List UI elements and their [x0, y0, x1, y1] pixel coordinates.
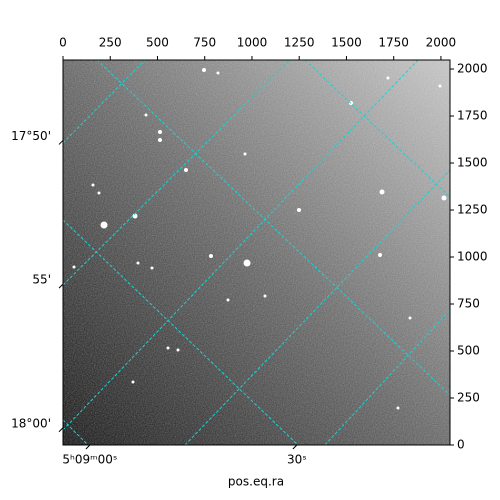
- x-tick-label: 1250: [284, 36, 315, 50]
- x-axis-label: pos.eq.ra: [228, 475, 284, 489]
- x-tick-label: 0: [59, 36, 67, 50]
- x-tick-label: 500: [146, 36, 169, 50]
- dec-tick: [58, 427, 64, 433]
- dec-tick-label: 18°00': [11, 416, 51, 430]
- y-tick-label: 1500: [457, 156, 488, 170]
- frame: [62, 59, 451, 446]
- y-tick-label: 1750: [457, 109, 488, 123]
- dec-tick: [58, 283, 64, 289]
- y-tick-label: 2000: [457, 62, 488, 76]
- stars: [72, 68, 447, 410]
- dec-tick: [58, 140, 64, 145]
- x-tick-label: 750: [193, 36, 216, 50]
- x-tick-label: 1500: [331, 36, 362, 50]
- coordinate-grid: [63, 60, 450, 445]
- y-tick-label: 250: [457, 391, 480, 405]
- ra-tick: [292, 444, 298, 450]
- y-tick-label: 500: [457, 344, 480, 358]
- x-tick-label: 250: [99, 36, 122, 50]
- x-tick-label: 1750: [378, 36, 409, 50]
- image: [63, 60, 450, 445]
- dec-tick-label: 55': [32, 273, 51, 287]
- y-tick-label: 750: [457, 297, 480, 311]
- ra-tick-label: 30ˢ: [287, 453, 307, 467]
- y-tick-label: 1250: [457, 203, 488, 217]
- y-tick-label: 1000: [457, 250, 488, 264]
- x-tick-label: 2000: [426, 36, 457, 50]
- dec-tick-label: 17°50': [11, 129, 51, 143]
- x-tick-label: 1000: [237, 36, 268, 50]
- y-tick-label: 0: [457, 438, 465, 452]
- ra-tick: [85, 444, 91, 450]
- ra-tick-label: 5ʰ09ᵐ00ˢ: [62, 453, 117, 467]
